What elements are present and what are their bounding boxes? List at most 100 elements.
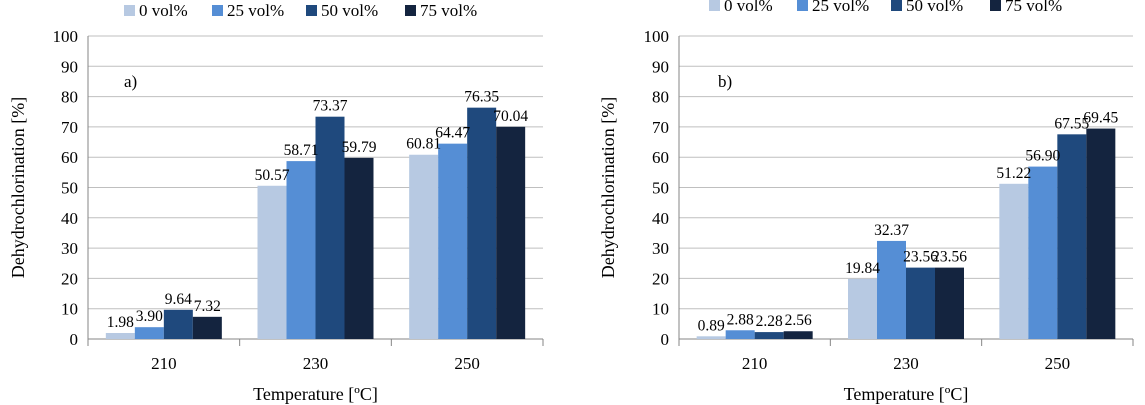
y-tick-label: 0 (661, 330, 670, 349)
y-tick-label: 20 (61, 269, 78, 288)
y-tick-label: 20 (652, 269, 669, 288)
x-axis-title: Temperature [ºC] (253, 384, 378, 404)
y-tick-label: 10 (61, 300, 78, 319)
legend-label: 75 vol% (1005, 0, 1062, 15)
bar (1086, 128, 1116, 339)
bar (877, 240, 906, 339)
y-tick-label: 90 (652, 57, 669, 76)
bar (315, 116, 345, 339)
bar (163, 309, 193, 339)
y-tick-label: 70 (61, 118, 78, 137)
y-tick-label: 90 (61, 57, 78, 76)
legend-label: 0 vol% (139, 1, 188, 20)
chart-panel-b: 0 10 20 30 40 50 60 70 80 90 100 0.89 2.88 2.28 2.56 21… (598, 0, 1134, 404)
bar (848, 278, 877, 339)
x-tick-label: 230 (893, 354, 919, 373)
data-label: 9.64 (165, 291, 192, 308)
bar (105, 333, 135, 339)
bar (1028, 166, 1058, 339)
y-tick-label: 40 (61, 209, 78, 228)
bar (286, 161, 316, 339)
data-label: 3.90 (136, 308, 163, 325)
y-tick-label: 60 (652, 148, 669, 167)
data-label: 60.81 (406, 136, 441, 153)
y-tick-label: 10 (652, 300, 669, 319)
x-tick-label: 210 (742, 354, 768, 373)
bar (754, 332, 784, 339)
y-tick-label: 50 (61, 179, 78, 198)
legend-label: 0 vol% (724, 0, 773, 15)
legend-swatch (797, 0, 808, 11)
data-label: 23.56 (932, 249, 967, 266)
data-label: 58.71 (284, 142, 319, 159)
chart-panel-a: 0 10 20 30 40 50 60 70 80 90 100 1.98 3.909.64 7.32 21… (8, 1, 544, 404)
y-axis-title: Dehydrochlorination [%] (598, 97, 618, 278)
data-label: 32.37 (874, 222, 909, 239)
legend-swatch (891, 0, 902, 11)
bar (999, 183, 1029, 339)
legend-label: 75 vol% (420, 1, 477, 20)
bar (257, 185, 287, 339)
data-label: 76.35 (464, 89, 499, 106)
x-tick-label: 230 (303, 354, 329, 373)
data-label: 1.98 (107, 314, 134, 331)
data-label: 69.45 (1083, 110, 1118, 127)
bar (1057, 134, 1087, 339)
y-tick-label: 60 (61, 148, 78, 167)
legend: 0 vol% 25 vol% 50 vol% 75 vol% (709, 0, 1062, 15)
data-label: 56.90 (1025, 148, 1060, 165)
y-tick-label: 40 (652, 209, 669, 228)
bar (409, 154, 439, 339)
bar (725, 330, 755, 339)
y-tick-label: 50 (652, 179, 669, 198)
data-label: 67.55 (1054, 115, 1089, 132)
y-tick-label: 80 (61, 88, 78, 107)
legend-label: 50 vol% (321, 1, 378, 20)
data-label: 59.79 (342, 139, 377, 156)
y-tick-label: 30 (652, 239, 669, 258)
legend-swatch (306, 5, 317, 16)
data-label: 73.37 (313, 98, 348, 115)
x-axis-title: Temperature [ºC] (844, 384, 969, 404)
data-label: 2.28 (756, 313, 783, 330)
data-label: 19.84 (845, 260, 880, 277)
bar (906, 267, 935, 339)
x-tick-label: 250 (1045, 354, 1071, 373)
y-tick-label: 100 (644, 27, 670, 46)
legend-swatch (212, 5, 223, 16)
panel-label: a) (124, 72, 137, 91)
bar (783, 331, 813, 339)
y-tick-label: 0 (70, 330, 79, 349)
legend-label: 25 vol% (812, 0, 869, 15)
legend-swatch (405, 5, 416, 16)
data-label: 70.04 (493, 108, 528, 125)
legend-label: 50 vol% (906, 0, 963, 15)
y-tick-label: 100 (53, 27, 79, 46)
panel-label: b) (718, 72, 732, 91)
legend: 0 vol% 25 vol% 50 vol% 75 vol% (124, 1, 477, 20)
bar (696, 336, 726, 339)
x-tick-label: 210 (151, 354, 177, 373)
bar (192, 316, 222, 339)
bar (344, 157, 374, 339)
y-axis-title: Dehydrochlorination [%] (8, 97, 28, 278)
legend-label: 25 vol% (227, 1, 284, 20)
y-tick-label: 70 (652, 118, 669, 137)
data-label: 2.88 (727, 311, 754, 328)
legend-swatch (709, 0, 720, 11)
data-label: 0.89 (698, 317, 725, 334)
bar (134, 327, 164, 339)
y-tick-label: 30 (61, 239, 78, 258)
legend-swatch (990, 0, 1001, 11)
data-label: 51.22 (996, 165, 1031, 182)
bar (438, 143, 468, 339)
bar (935, 267, 964, 339)
bar (496, 126, 526, 339)
data-label: 7.32 (194, 298, 221, 315)
data-label: 64.47 (435, 125, 470, 142)
legend-swatch (124, 5, 135, 16)
y-tick-label: 80 (652, 88, 669, 107)
x-tick-label: 250 (454, 354, 480, 373)
data-label: 23.56 (903, 249, 938, 266)
